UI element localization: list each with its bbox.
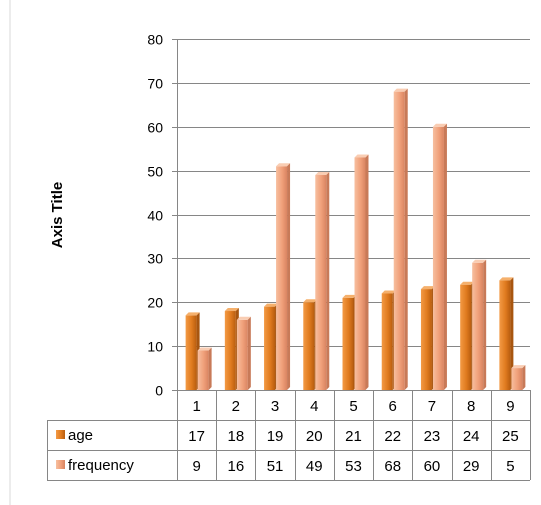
- x-tick-label: 2: [232, 398, 240, 415]
- bar-frequency-9: [511, 365, 526, 390]
- legend-swatch-frequency: [56, 460, 65, 469]
- y-tick-label: 40: [147, 208, 163, 224]
- y-tick-label: 10: [147, 339, 163, 355]
- table-cell-frequency: 51: [267, 458, 284, 475]
- x-tick-label: 4: [310, 398, 318, 415]
- table-cell-frequency: 49: [306, 458, 323, 475]
- y-tick-label: 0: [155, 383, 163, 399]
- bar-frequency-3: [276, 163, 291, 390]
- table-cell-age: 25: [502, 428, 519, 445]
- bar-age-6: [381, 290, 396, 390]
- bar-frequency-8: [472, 259, 487, 390]
- table-cell-age: 21: [345, 428, 362, 445]
- bar-age-4: [303, 299, 318, 390]
- table-cell-age: 23: [424, 428, 441, 445]
- y-tick-label: 60: [147, 120, 163, 136]
- table-cell-age: 22: [384, 428, 401, 445]
- x-tick-label: 5: [349, 398, 357, 415]
- x-tick-label: 8: [467, 398, 475, 415]
- bar-age-9: [499, 277, 514, 390]
- y-tick-label: 50: [147, 164, 163, 180]
- bar-age-7: [420, 286, 435, 390]
- legend-swatch-age: [56, 430, 65, 439]
- x-tick-label: 9: [506, 398, 514, 415]
- bar-age-2: [224, 308, 239, 390]
- bar-frequency-1: [197, 347, 212, 390]
- y-axis-title: Axis Title: [49, 182, 66, 248]
- y-tick-label: 30: [147, 251, 163, 267]
- bar-age-3: [264, 303, 279, 390]
- y-tick-label: 70: [147, 76, 163, 92]
- x-tick-label: 1: [192, 398, 200, 415]
- legend-label-frequency: frequency: [68, 457, 134, 474]
- table-cell-frequency: 16: [227, 458, 244, 475]
- x-tick-label: 3: [271, 398, 279, 415]
- bar-frequency-7: [432, 123, 447, 390]
- table-cell-frequency: 29: [463, 458, 480, 475]
- table-cell-age: 20: [306, 428, 323, 445]
- bars: [185, 88, 526, 391]
- table-cell-age: 18: [227, 428, 244, 445]
- x-tick-label: 7: [428, 398, 436, 415]
- table-cell-age: 17: [188, 428, 205, 445]
- bar-age-5: [342, 294, 357, 390]
- table-cell-age: 19: [267, 428, 284, 445]
- bar-age-1: [185, 312, 200, 390]
- bar-frequency-4: [315, 172, 330, 390]
- bar-frequency-6: [393, 88, 408, 391]
- table-cell-frequency: 60: [424, 458, 441, 475]
- table-cell-frequency: 53: [345, 458, 362, 475]
- x-tick-label: 6: [389, 398, 397, 415]
- bar-frequency-2: [236, 316, 251, 390]
- table-cell-frequency: 5: [506, 458, 514, 475]
- y-axis: 0 10 20 30 40 50 60 70 80: [147, 32, 178, 399]
- table-cell-frequency: 68: [384, 458, 401, 475]
- bar-age-8: [460, 281, 475, 390]
- y-tick-label: 20: [147, 295, 163, 311]
- table-cell-age: 24: [463, 428, 480, 445]
- y-tick-label: 80: [147, 32, 163, 48]
- table-cell-frequency: 9: [192, 458, 200, 475]
- legend-label-age: age: [68, 427, 93, 444]
- bar-frequency-5: [354, 154, 369, 390]
